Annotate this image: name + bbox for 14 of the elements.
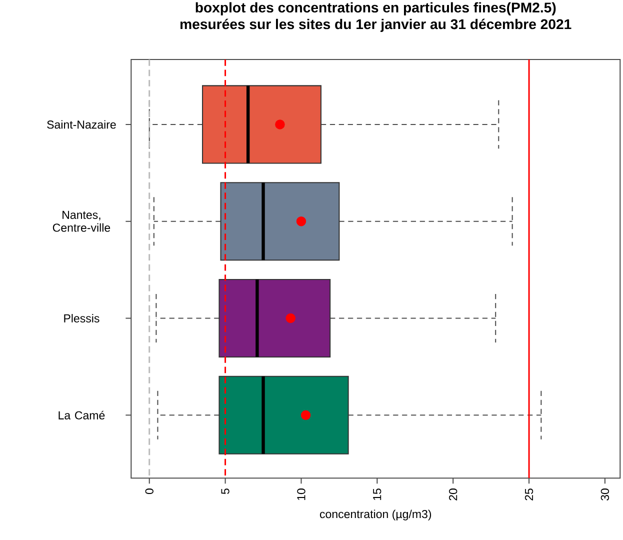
y-tick-label: Saint-Nazaire [47,120,116,129]
x-tick-label: 25 [524,488,534,501]
y-tick-label: Plessis [64,314,100,323]
chart-title: boxplot des concentrations en particules fines(PM2.5) [196,2,556,16]
x-tick-label: 5 [221,488,230,494]
x-tick-label: 30 [600,488,610,501]
chart-subtitle: mesurées sur les sites du 1er janvier au 31 décembre 2021 [180,18,572,32]
y-tick-label: Nantes, Centre-ville [52,211,110,232]
x-axis-title: concentration (µg/m3) [320,510,432,521]
x-tick-label: 20 [448,488,458,501]
x-tick-label: 0 [145,488,154,494]
y-tick-label: La Camé [58,411,105,420]
x-tick-label: 10 [297,488,306,500]
x-tick-label: 15 [373,488,382,500]
